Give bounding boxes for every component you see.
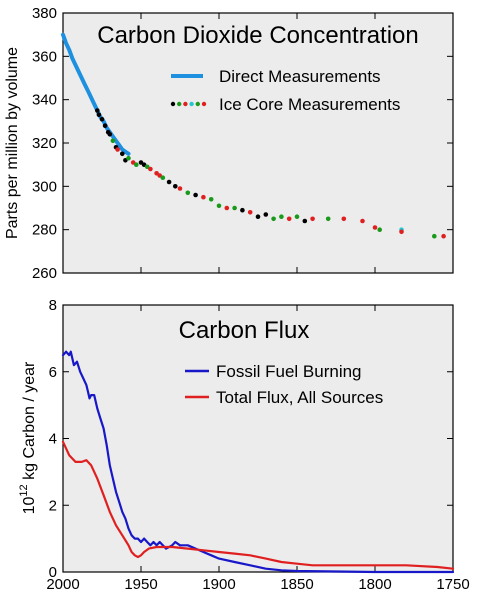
co2-y-axis: 260 280 300 320 340 360 380	[32, 5, 453, 282]
y-tick-label: 380	[32, 5, 57, 22]
ice-core-point	[232, 205, 237, 211]
ice-core-point	[160, 175, 166, 180]
ice-core-point	[432, 233, 437, 239]
legend-ice-dot	[183, 101, 188, 107]
legend-ice-dot	[201, 101, 207, 107]
ice-core-point	[96, 112, 102, 118]
ice-core-point	[102, 123, 108, 128]
ice-core-point	[302, 218, 308, 224]
y-tick-label: 8	[49, 297, 57, 314]
ice-core-point	[144, 164, 150, 170]
legend-ice-dot	[195, 101, 200, 107]
ice-core-point	[95, 108, 100, 113]
ice-core-point	[201, 194, 206, 200]
ice-core-point	[177, 186, 183, 191]
ice-core-point	[166, 179, 172, 185]
legend-ice-dot	[170, 101, 176, 107]
co2-chart: 260 280 300 320 340 360 380 Carbon Dioxide Con…	[4, 5, 454, 282]
ice-core-point	[325, 216, 331, 222]
y-tick-label: 360	[32, 48, 57, 65]
ice-core-point	[240, 207, 245, 213]
ice-core-point	[208, 197, 214, 202]
co2-data-marks	[61, 32, 446, 239]
ice-core-point	[360, 218, 365, 224]
ice-core-point	[185, 190, 191, 196]
y-tick-label: 0	[49, 564, 57, 581]
y-tick-label: 320	[32, 135, 57, 152]
ice-core-point	[193, 192, 198, 198]
y-tick-label: 6	[49, 364, 57, 381]
ice-core-point	[286, 216, 292, 222]
ice-core-point	[224, 205, 230, 211]
flux-chart-title: Carbon Flux	[179, 317, 310, 344]
legend-total-label: Total Flux, All Sources	[216, 388, 383, 407]
series-line-0	[61, 32, 131, 156]
ice-core-point	[441, 233, 446, 239]
ice-core-point	[294, 214, 300, 219]
co2-y-axis-label: Parts per million by volume	[4, 47, 21, 239]
ice-core-point	[255, 214, 261, 219]
ice-core-point	[310, 216, 315, 222]
x-tick-label: 1900	[202, 576, 235, 593]
flux-y-axis-label: 1012 kg Carbon / year	[18, 361, 38, 514]
ice-core-point	[120, 151, 125, 157]
y-tick-label: 260	[32, 265, 57, 282]
co2-chart-title: Carbon Dioxide Concentration	[97, 22, 419, 49]
legend-ice-dot	[189, 101, 194, 107]
x-tick-label: 1850	[280, 576, 313, 593]
ice-core-point	[134, 162, 139, 167]
flux-data-marks	[61, 350, 455, 574]
co2-x-axis	[62, 13, 454, 273]
co2-legend: Direct Measurements Ice Core Measurement…	[170, 67, 400, 114]
y-tick-label: 300	[32, 178, 57, 195]
series-line-0	[61, 350, 455, 574]
legend-direct-label: Direct Measurements	[219, 67, 381, 86]
x-tick-label: 1950	[124, 576, 157, 593]
ice-core-point	[107, 132, 113, 137]
ice-core-point	[110, 138, 116, 144]
x-tick-label: 1800	[358, 576, 391, 593]
x-tick-label: 1750	[436, 576, 469, 593]
legend-ice-label: Ice Core Measurements	[219, 95, 400, 114]
flux-chart: 0 2 4 6 8 2000 1950 1900 1850 1800 1750 Carbon Fl…	[18, 297, 470, 593]
ice-core-point	[216, 203, 222, 209]
legend-ice-dot	[177, 101, 182, 107]
ice-core-point	[399, 229, 404, 235]
y-tick-label: 4	[49, 431, 57, 448]
ice-core-point	[263, 212, 269, 217]
ice-core-point	[99, 116, 105, 122]
y-tick-label: 280	[32, 222, 57, 239]
series-line-1	[61, 440, 455, 570]
x-tick-label: 2000	[46, 576, 79, 593]
ice-core-point	[115, 147, 120, 152]
ice-core-point	[271, 216, 276, 222]
flux-plot-area	[62, 304, 454, 573]
ice-core-point	[247, 210, 253, 215]
ice-core-point	[148, 166, 153, 172]
y-tick-label: 340	[32, 92, 57, 109]
ice-core-point	[377, 227, 383, 232]
co2-plot-area	[62, 12, 454, 274]
ice-core-point	[126, 155, 131, 161]
flux-legend: Fossil Fuel Burning Total Flux, All Sour…	[185, 362, 383, 407]
ice-core-point	[279, 214, 284, 219]
ice-core-point	[173, 184, 178, 189]
flux-x-axis: 2000 1950 1900 1850 1800 1750	[46, 305, 470, 593]
ice-core-point	[372, 225, 378, 230]
y-tick-label: 2	[49, 497, 57, 514]
ice-core-point	[341, 216, 347, 222]
legend-ice-swatch	[170, 101, 207, 107]
legend-fossil-label: Fossil Fuel Burning	[216, 362, 362, 381]
